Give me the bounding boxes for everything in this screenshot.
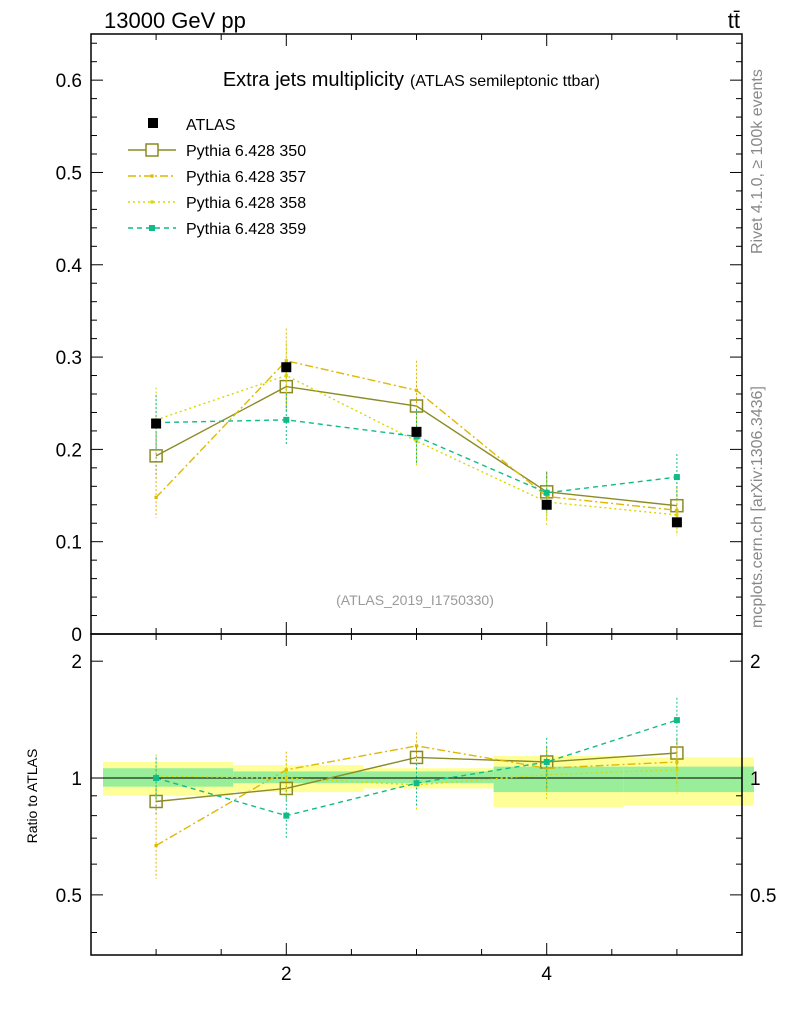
- axis-ticks: [90, 34, 743, 955]
- legend-marker-3: [149, 225, 155, 231]
- ratio-y-tick-label-right: 0.5: [750, 886, 776, 907]
- analysis-watermark: (ATLAS_2019_I1750330): [336, 592, 494, 608]
- atlas-data-marks: [151, 362, 682, 528]
- atlas-data-point: [671, 517, 682, 528]
- mcplots-label: mcplots.cern.ch [arXiv:1306.3436]: [749, 386, 766, 628]
- atlas-data-point: [281, 362, 292, 373]
- legend-atlas-marker: [148, 118, 158, 128]
- series-point: [543, 489, 550, 496]
- ratio-point: [543, 758, 550, 765]
- series-point: [414, 388, 419, 392]
- ratio-point: [673, 717, 680, 724]
- ratio-y-tick-label-left: 2: [71, 652, 82, 673]
- main-y-tick-label: 0.5: [56, 163, 82, 184]
- ratio-y-tick-label-left: 0.5: [56, 886, 82, 907]
- legend-marker-1: [150, 174, 154, 178]
- ratio-point: [675, 768, 679, 772]
- ratio-y-tick-label-right: 2: [750, 652, 761, 673]
- ratio-y-tick-label-right: 1: [750, 769, 761, 790]
- series-point: [154, 495, 158, 499]
- legend: ATLAS Pythia 6.428 350 Pythia 6.428 357 Pyt…: [128, 117, 306, 238]
- ratio-band-inner: [623, 766, 754, 793]
- ratio-y-tick-label-left: 1: [71, 769, 82, 790]
- legend-atlas-label: ATLAS: [186, 117, 236, 134]
- x-tick-label: 2: [281, 964, 292, 985]
- series-point: [673, 474, 680, 481]
- main-y-tick-label: 0.6: [56, 71, 82, 92]
- series-point: [284, 373, 288, 378]
- series-point: [409, 399, 424, 413]
- tick-labels: 0 0.1 0.2 0.3 0.4 0.5 0.6 0.5 0.5 1 1 2 2 2 4: [56, 71, 777, 985]
- legend-label-0: Pythia 6.428 350: [186, 143, 306, 160]
- rivet-label: Rivet 4.1.0, ≥ 100k events: [749, 69, 766, 254]
- ratio-band-inner: [363, 771, 494, 784]
- legend-label-2: Pythia 6.428 358: [186, 195, 306, 212]
- chart-title: Extra jets multiplicity: [223, 69, 404, 91]
- atlas-data-point: [151, 418, 162, 429]
- series-point: [675, 508, 679, 512]
- ratio-point: [545, 766, 549, 770]
- header-right: tt̄: [728, 8, 740, 33]
- ratio-point: [284, 768, 288, 772]
- ratio-ylabel: Ratio to ATLAS: [24, 749, 40, 844]
- ratio-point: [284, 776, 288, 780]
- main-y-tick-label: 0.2: [56, 440, 82, 461]
- ratio-point: [413, 780, 420, 787]
- x-tick-label: 4: [541, 964, 552, 985]
- ratio-line-3: [155, 719, 678, 817]
- main-y-tick-label: 0: [71, 625, 82, 646]
- ratio-band-inner: [233, 771, 364, 784]
- atlas-data-point: [411, 426, 422, 437]
- main-y-tick-label: 0.3: [56, 348, 82, 369]
- ratio-point: [153, 775, 160, 782]
- series-point: [283, 416, 290, 423]
- header-left: 13000 GeV pp: [104, 8, 246, 33]
- ratio-point: [283, 812, 290, 819]
- series-point: [675, 513, 679, 517]
- chart-subtitle: (ATLAS semileptonic ttbar): [410, 73, 600, 90]
- legend-label-3: Pythia 6.428 359: [186, 221, 306, 238]
- series-point: [149, 449, 163, 463]
- legend-label-1: Pythia 6.428 357: [186, 169, 306, 186]
- ratio-point: [414, 744, 419, 748]
- ratio-point: [409, 750, 424, 765]
- ratio-band-inner: [493, 766, 624, 793]
- ratio-point: [154, 843, 158, 848]
- main-y-tick-label: 0.4: [56, 256, 83, 277]
- atlas-data-point: [541, 499, 552, 510]
- main-y-tick-label: 0.1: [56, 533, 82, 554]
- legend-marker-2: [150, 200, 154, 204]
- ratio-band-inner: [103, 768, 234, 787]
- legend-marker-0: [145, 143, 159, 157]
- series-line-2: [155, 374, 677, 516]
- ratio-point: [279, 781, 294, 796]
- ratio-bands: [103, 755, 754, 808]
